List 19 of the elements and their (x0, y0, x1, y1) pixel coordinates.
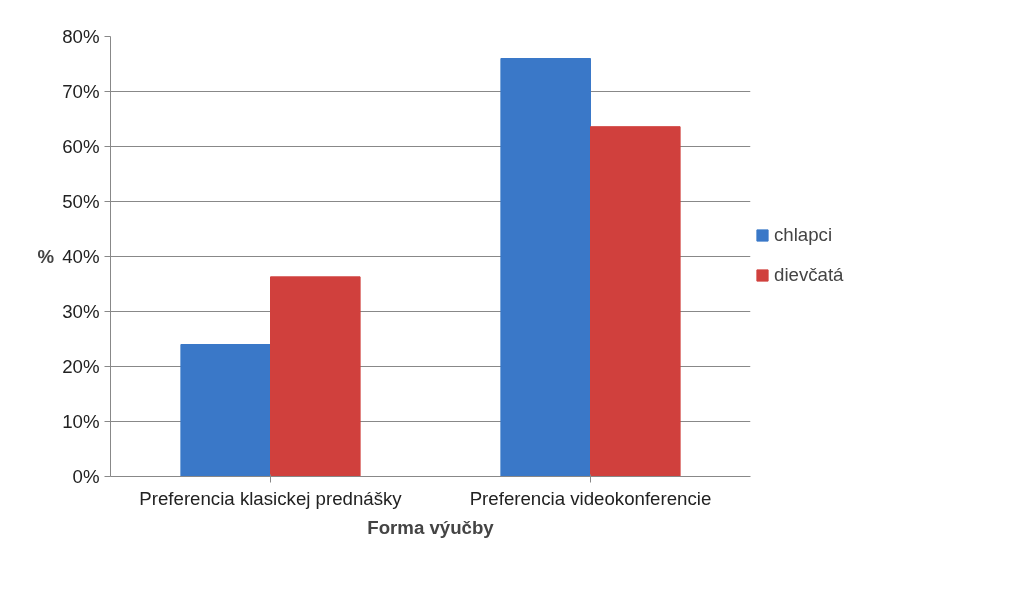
y-tick-label: 30% (62, 301, 100, 322)
y-tick-label: 50% (62, 191, 100, 212)
bar (500, 58, 591, 477)
y-tick-label: 0% (72, 466, 100, 487)
y-tick-label: 60% (62, 136, 100, 157)
y-tick-label: 20% (62, 356, 100, 377)
legend-label: chlapci (774, 224, 833, 246)
bar (180, 344, 271, 477)
x-axis-title: Forma výučby (367, 516, 495, 538)
x-tick-label: Preferencia klasickej prednášky (139, 487, 403, 509)
x-tick-label: Preferencia videokonferencie (469, 487, 712, 509)
bar (270, 276, 361, 477)
y-tick-label: 40% (62, 246, 100, 267)
y-axis-title: % (37, 246, 55, 267)
y-tick-label: 10% (62, 411, 100, 432)
bar (590, 126, 681, 477)
y-tick-label: 80% (62, 26, 100, 47)
y-tick-label: 70% (62, 81, 100, 102)
legend-label: dievčatá (774, 264, 844, 286)
